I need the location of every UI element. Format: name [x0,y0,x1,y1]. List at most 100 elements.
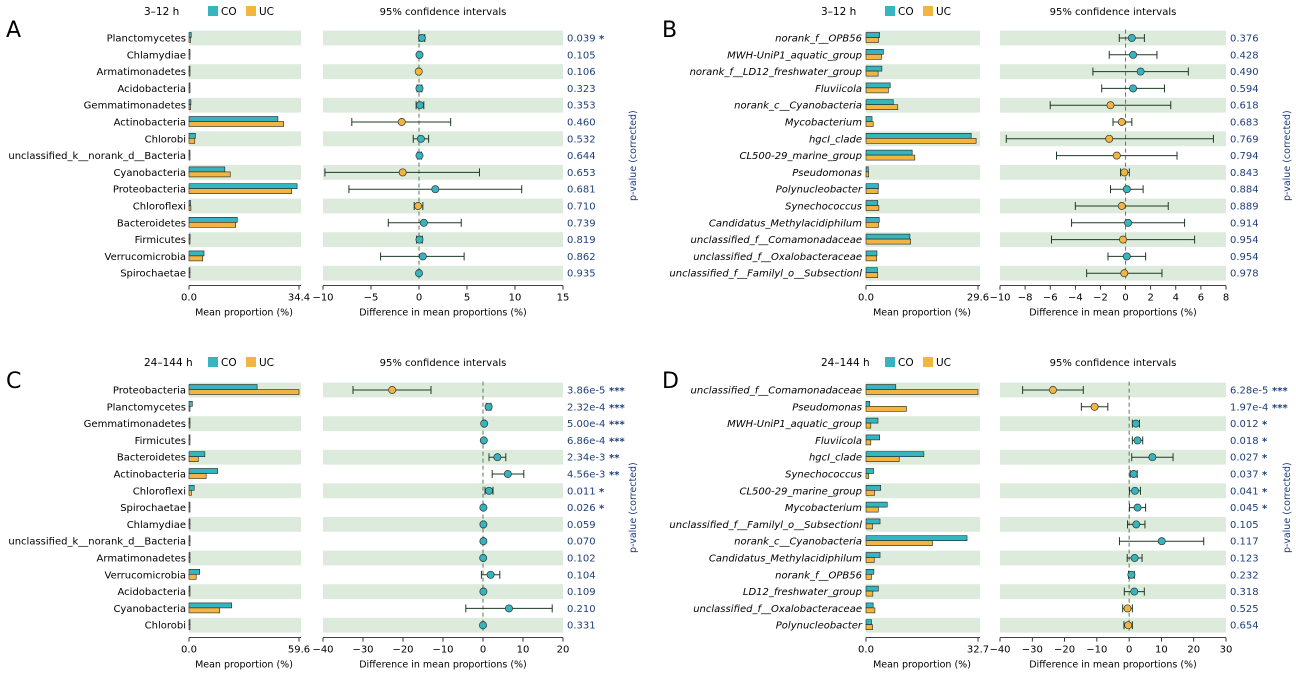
diff-point [480,419,489,428]
diff-point [1124,621,1133,630]
row-band [323,265,563,281]
row-band [189,232,301,247]
row-band [189,617,301,633]
taxon-label: Fluviicola [815,84,862,95]
p-value: 0.109 [567,587,596,598]
bar-co [865,166,869,173]
row-band [866,617,980,633]
bar-uc [865,523,873,530]
bar-tick-label: 34.4 [288,293,310,304]
row-band [1000,382,1226,398]
bar-co [188,585,191,592]
taxon-label: MWH-UniP1_aquatic_group [727,419,862,430]
significance-stars: *** [609,386,625,397]
diff-point [417,34,426,42]
row-band [866,416,980,431]
p-value: 0.117 [1230,537,1259,548]
diff-tick-label: −30 [352,645,373,656]
bar-uc [188,489,192,496]
taxon-label: Planctomycetes [107,402,186,413]
diff-point [1122,252,1131,261]
row-band [189,550,301,566]
diff-point [431,185,440,194]
pvalue-axis-title: p-value (corrected) [628,110,639,201]
diff-proportion-label: Difference in mean proportions (%) [1029,660,1197,671]
diff-point [493,453,502,462]
p-value: 0.041 [1230,486,1259,497]
bar-co [188,602,232,609]
bar-co [188,451,206,458]
bar-uc [865,70,879,77]
bar-tick-label: 0.0 [858,293,874,304]
bar-uc [865,624,873,631]
taxon-label: norank_f__LD12_freshwater_group [690,67,862,78]
bar-co [865,32,880,38]
bar-uc [188,205,192,211]
p-value: 0.819 [567,235,596,246]
taxon-label: Actinobacteria [114,118,186,129]
row-band [323,617,563,633]
bar-co [865,434,881,441]
diff-tick-label: −10 [989,293,1010,304]
diff-point [415,84,424,93]
diff-tick-label: 5 [464,293,470,304]
bar-uc [865,573,872,580]
ci-title: 95% confidence intervals [1050,7,1177,18]
taxon-label: MWH-UniP1_aquatic_group [727,50,862,61]
bar-tick-label: 0.0 [181,645,197,656]
p-value: 4.56e-3 [567,470,605,481]
bar-uc [865,238,911,245]
taxon-label: Polynucleobacter [776,185,863,196]
bar-co [865,552,881,558]
bar-tick-label: 29.6 [967,293,989,304]
significance-stars: * [1262,470,1268,481]
taxon-label: norank_c__Cyanobacteria [734,537,862,548]
diff-tick-label: 10 [1155,645,1168,656]
diff-tick-label: 10 [509,293,522,304]
bar-uc [188,573,197,580]
p-value: 0.428 [1230,50,1259,61]
p-value: 0.739 [567,218,596,229]
row-band [323,64,563,79]
bar-co [188,568,201,575]
diff-point [1136,67,1145,76]
p-value: 0.210 [567,604,596,615]
diff-tick-label: −20 [392,645,413,656]
mean-proportion-label: Mean proportion (%) [873,660,971,671]
diff-tick-label: −10 [432,645,453,656]
row-band [1000,165,1226,180]
row-band [866,265,980,281]
row-band [323,550,563,566]
row-band [189,449,301,465]
diff-point [503,470,512,478]
bar-uc [188,422,191,429]
time-label: 3–12 h [144,6,179,18]
bar-co [188,233,191,240]
p-value: 0.318 [1230,587,1259,598]
bar-co [865,82,891,89]
taxon-label: CL500-29_marine_group [740,151,863,162]
bar-uc [188,238,191,245]
taxon-label: Chlorobi [145,134,186,145]
taxon-label: Mycobacterium [785,503,862,514]
diff-point [1048,386,1057,394]
taxon-label: Firmicutes [135,436,186,447]
diff-point [479,537,488,546]
bar-uc [188,188,292,194]
taxon-label: norank_c__Cyanobacteria [734,101,862,112]
bar-co [865,568,875,575]
p-value: 0.012 [1230,419,1259,430]
bar-co [188,484,195,491]
bar-uc [865,154,916,161]
diff-point [1129,470,1138,478]
p-value: 0.935 [567,269,596,280]
significance-stars: *** [1272,403,1288,414]
significance-stars: * [1262,487,1268,498]
diff-point [1131,486,1139,495]
panel-b: B 3–12 h CO UC 95% confidence intervals noran… [662,6,1293,319]
mean-proportion-label: Mean proportion (%) [195,660,293,671]
bar-co [865,451,925,458]
diff-point [1105,134,1114,143]
bar-uc [865,222,879,228]
taxon-label: norank_f__OPB56 [775,570,862,581]
